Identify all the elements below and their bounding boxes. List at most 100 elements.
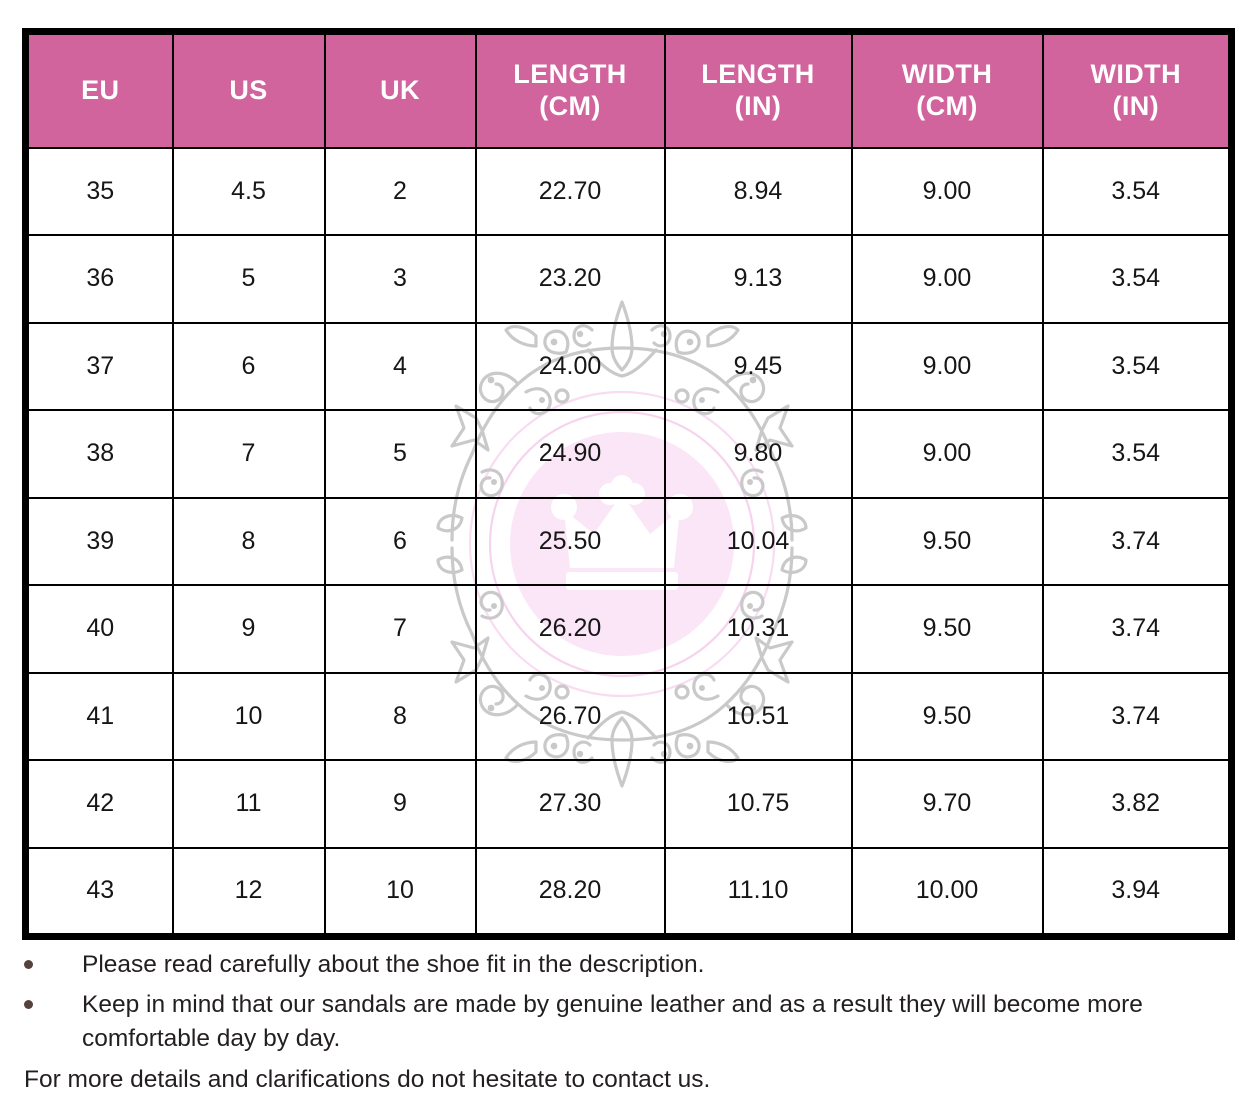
cell-us: 10 [171, 671, 326, 761]
cell-width_cm: 10.00 [850, 846, 1044, 938]
column-header-length-cm-line1: LENGTH [513, 58, 627, 89]
cell-us: 8 [171, 496, 326, 586]
cell-width_in: 3.54 [1041, 321, 1233, 411]
cell-uk: 4 [323, 321, 477, 411]
table-header-row: EU US UK LENGTH (CM) LENGTH (IN) WIDTH [24, 30, 1233, 149]
cell-width_cm: 9.50 [850, 671, 1044, 761]
table-row: 35 4.5 2 22.70 8.94 9.00 3.54 [24, 146, 1233, 236]
cell-length_in: 9.80 [663, 409, 853, 499]
cell-length_cm: 26.70 [474, 671, 666, 761]
cell-length_in: 8.94 [663, 146, 853, 236]
cell-uk: 9 [323, 759, 477, 849]
table-body: 35 4.5 2 22.70 8.94 9.00 3.54 36 5 3 23.20 9.13 9.00… [24, 146, 1233, 938]
column-header-length-cm: LENGTH (CM) [474, 30, 666, 149]
cell-width_in: 3.54 [1041, 146, 1233, 236]
cell-length_cm: 24.00 [474, 321, 666, 411]
bullet-dot-icon [24, 960, 33, 969]
cell-us: 11 [171, 759, 326, 849]
column-header-width-in-line1: WIDTH [1090, 58, 1181, 89]
table-row: 36 5 3 23.20 9.13 9.00 3.54 [24, 234, 1233, 324]
cell-eu: 41 [24, 671, 174, 761]
note-bullet-text-1: Please read carefully about the shoe fit… [82, 951, 705, 978]
cell-width_cm: 9.70 [850, 759, 1044, 849]
cell-eu: 37 [24, 321, 174, 411]
column-header-length-cm-line2: (CM) [539, 90, 601, 121]
cell-us: 5 [171, 234, 326, 324]
column-header-length-in: LENGTH (IN) [663, 30, 853, 149]
cell-length_cm: 27.30 [474, 759, 666, 849]
cell-us: 9 [171, 584, 326, 674]
cell-uk: 3 [323, 234, 477, 324]
cell-width_in: 3.54 [1041, 234, 1233, 324]
column-header-uk-line1: UK [380, 74, 420, 105]
cell-length_in: 11.10 [663, 846, 853, 938]
bullet-dot-icon [24, 999, 33, 1009]
cell-eu: 38 [24, 409, 174, 499]
cell-length_cm: 22.70 [474, 146, 666, 236]
note-bullet-item: Please read carefully about the shoe fit… [24, 948, 1234, 982]
column-header-uk: UK [323, 30, 477, 149]
column-header-us: US [171, 30, 326, 149]
cell-length_in: 9.13 [663, 234, 853, 324]
cell-us: 7 [171, 409, 326, 499]
table-row: 37 6 4 24.00 9.45 9.00 3.54 [24, 321, 1233, 411]
cell-uk: 8 [323, 671, 477, 761]
column-header-eu-line1: EU [81, 74, 120, 105]
cell-length_cm: 24.90 [474, 409, 666, 499]
cell-width_in: 3.74 [1041, 671, 1233, 761]
cell-length_in: 10.04 [663, 496, 853, 586]
table-row: 38 7 5 24.90 9.80 9.00 3.54 [24, 409, 1233, 499]
note-bullet-item: Keep in mind that our sandals are made b… [24, 988, 1234, 1056]
table-row: 39 8 6 25.50 10.04 9.50 3.74 [24, 496, 1233, 586]
cell-uk: 10 [323, 846, 477, 938]
cell-uk: 5 [323, 409, 477, 499]
cell-us: 6 [171, 321, 326, 411]
column-header-width-cm-line2: (CM) [916, 90, 978, 121]
column-header-width-in: WIDTH (IN) [1041, 30, 1233, 149]
table-row: 41 10 8 26.70 10.51 9.50 3.74 [24, 671, 1233, 761]
cell-length_in: 9.45 [663, 321, 853, 411]
cell-width_in: 3.74 [1041, 496, 1233, 586]
table-header: EU US UK LENGTH (CM) LENGTH (IN) WIDTH [24, 30, 1233, 149]
column-header-width-cm-line1: WIDTH [901, 58, 993, 89]
cell-length_cm: 25.50 [474, 496, 666, 586]
cell-eu: 42 [24, 759, 174, 849]
closing-note-text: For more details and clarifications do n… [24, 1066, 711, 1094]
cell-eu: 39 [24, 496, 174, 586]
column-header-us-line1: US [229, 74, 268, 105]
cell-length_in: 10.51 [663, 671, 853, 761]
cell-width_in: 3.82 [1041, 759, 1233, 849]
cell-eu: 35 [24, 146, 174, 236]
cell-us: 4.5 [171, 146, 326, 236]
cell-length_cm: 28.20 [474, 846, 666, 938]
cell-eu: 40 [24, 584, 174, 674]
cell-uk: 7 [323, 584, 477, 674]
cell-length_cm: 23.20 [474, 234, 666, 324]
cell-width_cm: 9.00 [850, 146, 1044, 236]
cell-width_cm: 9.50 [850, 496, 1044, 586]
cell-uk: 2 [323, 146, 477, 236]
size-chart-table: EU US UK LENGTH (CM) LENGTH (IN) WIDTH [22, 28, 1235, 940]
cell-width_in: 3.94 [1041, 846, 1233, 938]
column-header-length-in-line2: (IN) [734, 90, 782, 121]
column-header-eu: EU [24, 30, 174, 149]
cell-width_cm: 9.00 [850, 234, 1044, 324]
cell-length_in: 10.31 [663, 584, 853, 674]
cell-width_in: 3.74 [1041, 584, 1233, 674]
column-header-width-cm: WIDTH (CM) [850, 30, 1044, 149]
table-row: 40 9 7 26.20 10.31 9.50 3.74 [24, 584, 1233, 674]
cell-us: 12 [171, 846, 326, 938]
note-bullet-text-2: Keep in mind that our sandals are made b… [82, 990, 1143, 1052]
cell-eu: 36 [24, 234, 174, 324]
table-row: 42 11 9 27.30 10.75 9.70 3.82 [24, 759, 1233, 849]
cell-uk: 6 [323, 496, 477, 586]
cell-width_in: 3.54 [1041, 409, 1233, 499]
cell-width_cm: 9.50 [850, 584, 1044, 674]
column-header-width-in-line2: (IN) [1112, 90, 1160, 121]
cell-width_cm: 9.00 [850, 409, 1044, 499]
cell-width_cm: 9.00 [850, 321, 1044, 411]
cell-length_cm: 26.20 [474, 584, 666, 674]
notes-section: Please read carefully about the shoe fit… [24, 948, 1234, 1097]
cell-eu: 43 [24, 846, 174, 938]
